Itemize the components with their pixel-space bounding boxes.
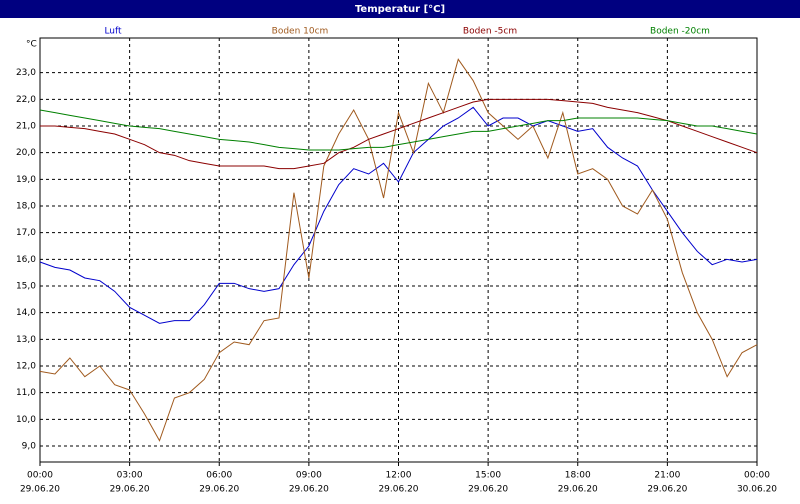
y-tick-label: 21,0: [16, 122, 36, 132]
y-tick-label: 22,0: [16, 95, 36, 105]
x-tick-label: 09:00: [296, 471, 322, 481]
y-tick-label: 18,0: [16, 202, 36, 212]
x-tick-label: 29.06.20: [20, 485, 60, 495]
x-tick-label: 29.06.20: [289, 485, 329, 495]
plot-frame: [39, 37, 758, 463]
x-tick-label: 03:00: [117, 471, 143, 481]
y-tick-label: 12,0: [16, 362, 36, 372]
x-tick-label: 15:00: [475, 471, 501, 481]
x-tick-label: 00:00: [744, 471, 770, 481]
y-tick-label: 19,0: [16, 175, 36, 185]
y-tick-label: 10,0: [16, 415, 36, 425]
y-tick-label: 23,0: [16, 68, 36, 78]
y-tick-label: 14,0: [16, 308, 36, 318]
x-tick-label: 21:00: [654, 471, 680, 481]
series-line: [40, 98, 758, 170]
x-tick-label: 29.06.20: [110, 485, 150, 495]
x-tick-label: 29.06.20: [647, 485, 687, 495]
x-tick-label: 06:00: [206, 471, 232, 481]
y-tick-label: 16,0: [16, 255, 36, 265]
y-tick-label: 15,0: [16, 282, 36, 292]
y-tick-label: 11,0: [16, 388, 36, 398]
x-tick-label: 29.06.20: [558, 485, 598, 495]
x-tick-label: 29.06.20: [199, 485, 239, 495]
x-tick-label: 29.06.20: [378, 485, 418, 495]
series-line: [39, 106, 758, 324]
series-line: [39, 109, 758, 151]
x-tick-label: 29.06.20: [468, 485, 508, 495]
legend-entry: Boden -5cm: [463, 27, 517, 37]
y-tick-label: 9,0: [22, 442, 37, 452]
legend-entry: Boden -20cm: [650, 27, 710, 37]
x-tick-label: 18:00: [565, 471, 591, 481]
x-tick-label: 12:00: [386, 471, 412, 481]
legend-entry: Boden 10cm: [272, 27, 329, 37]
chart-title: Temperatur [°C]: [355, 4, 445, 15]
series-line: [39, 58, 758, 442]
y-unit: °C: [26, 40, 37, 50]
title-bar: [0, 0, 800, 18]
x-tick-label: 00:00: [27, 471, 53, 481]
x-tick-label: 30.06.20: [737, 485, 777, 495]
legend-entry: Luft: [104, 27, 122, 37]
y-tick-label: 17,0: [16, 228, 36, 238]
y-tick-label: 20,0: [16, 148, 36, 158]
y-tick-label: 13,0: [16, 335, 36, 345]
